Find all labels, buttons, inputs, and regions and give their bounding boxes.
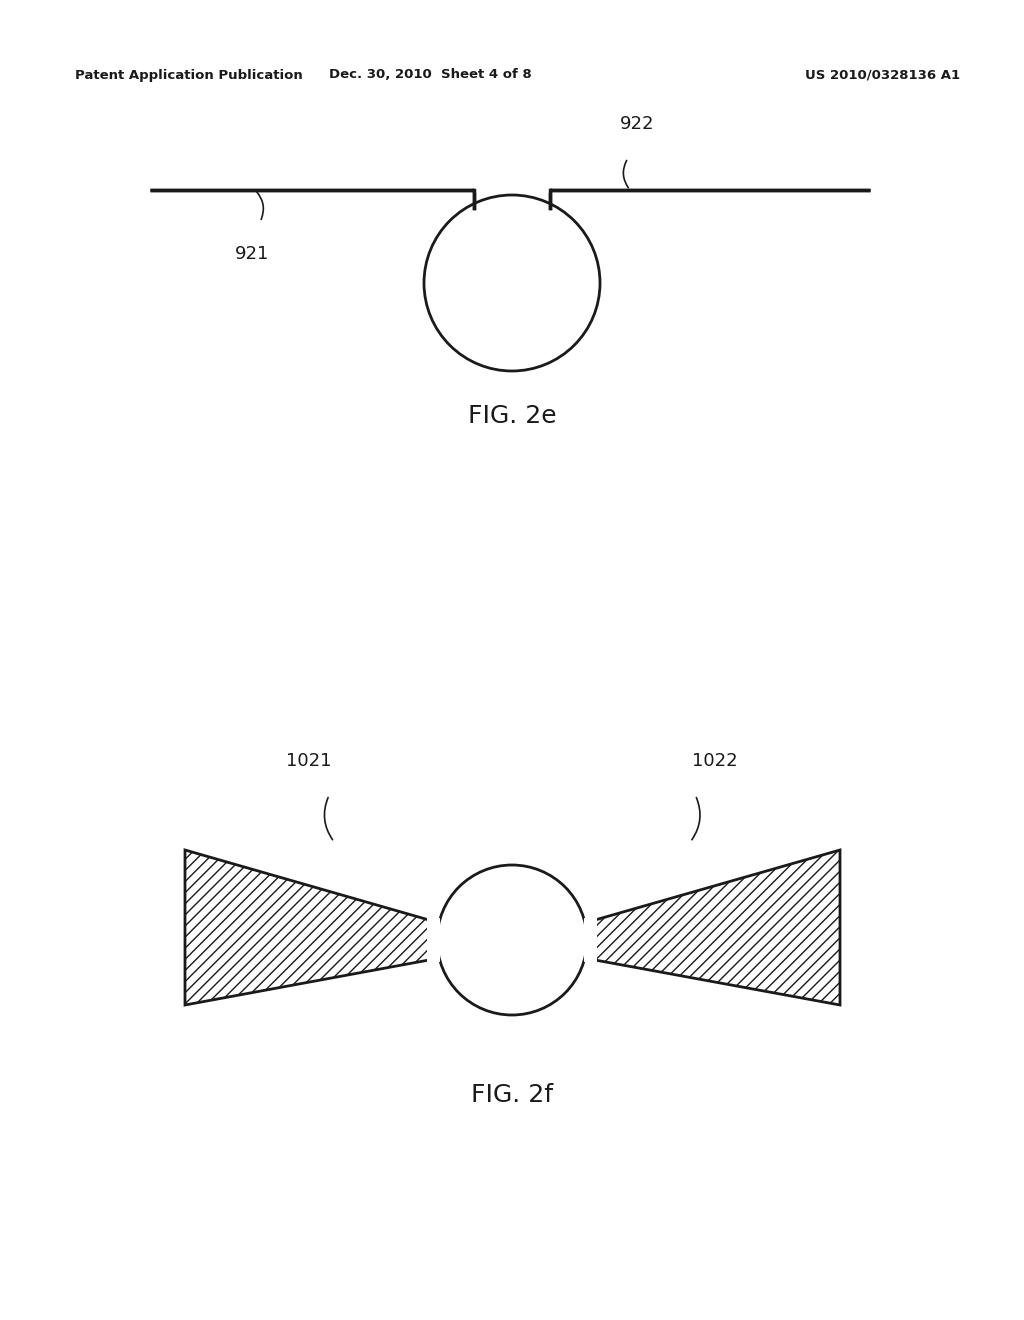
Text: 922: 922 bbox=[620, 115, 654, 133]
Text: 921: 921 bbox=[234, 246, 269, 263]
Polygon shape bbox=[595, 850, 840, 1005]
Text: FIG. 2e: FIG. 2e bbox=[468, 404, 556, 428]
Polygon shape bbox=[185, 850, 429, 1005]
Text: 1022: 1022 bbox=[692, 752, 738, 770]
Bar bbox=[427, 917, 440, 962]
Text: Dec. 30, 2010  Sheet 4 of 8: Dec. 30, 2010 Sheet 4 of 8 bbox=[329, 69, 531, 82]
Text: US 2010/0328136 A1: US 2010/0328136 A1 bbox=[805, 69, 961, 82]
Text: FIG. 2f: FIG. 2f bbox=[471, 1082, 553, 1107]
Text: 1021: 1021 bbox=[287, 752, 332, 770]
Bar bbox=[584, 917, 597, 962]
Text: Patent Application Publication: Patent Application Publication bbox=[75, 69, 303, 82]
Bar bbox=[474, 173, 550, 193]
